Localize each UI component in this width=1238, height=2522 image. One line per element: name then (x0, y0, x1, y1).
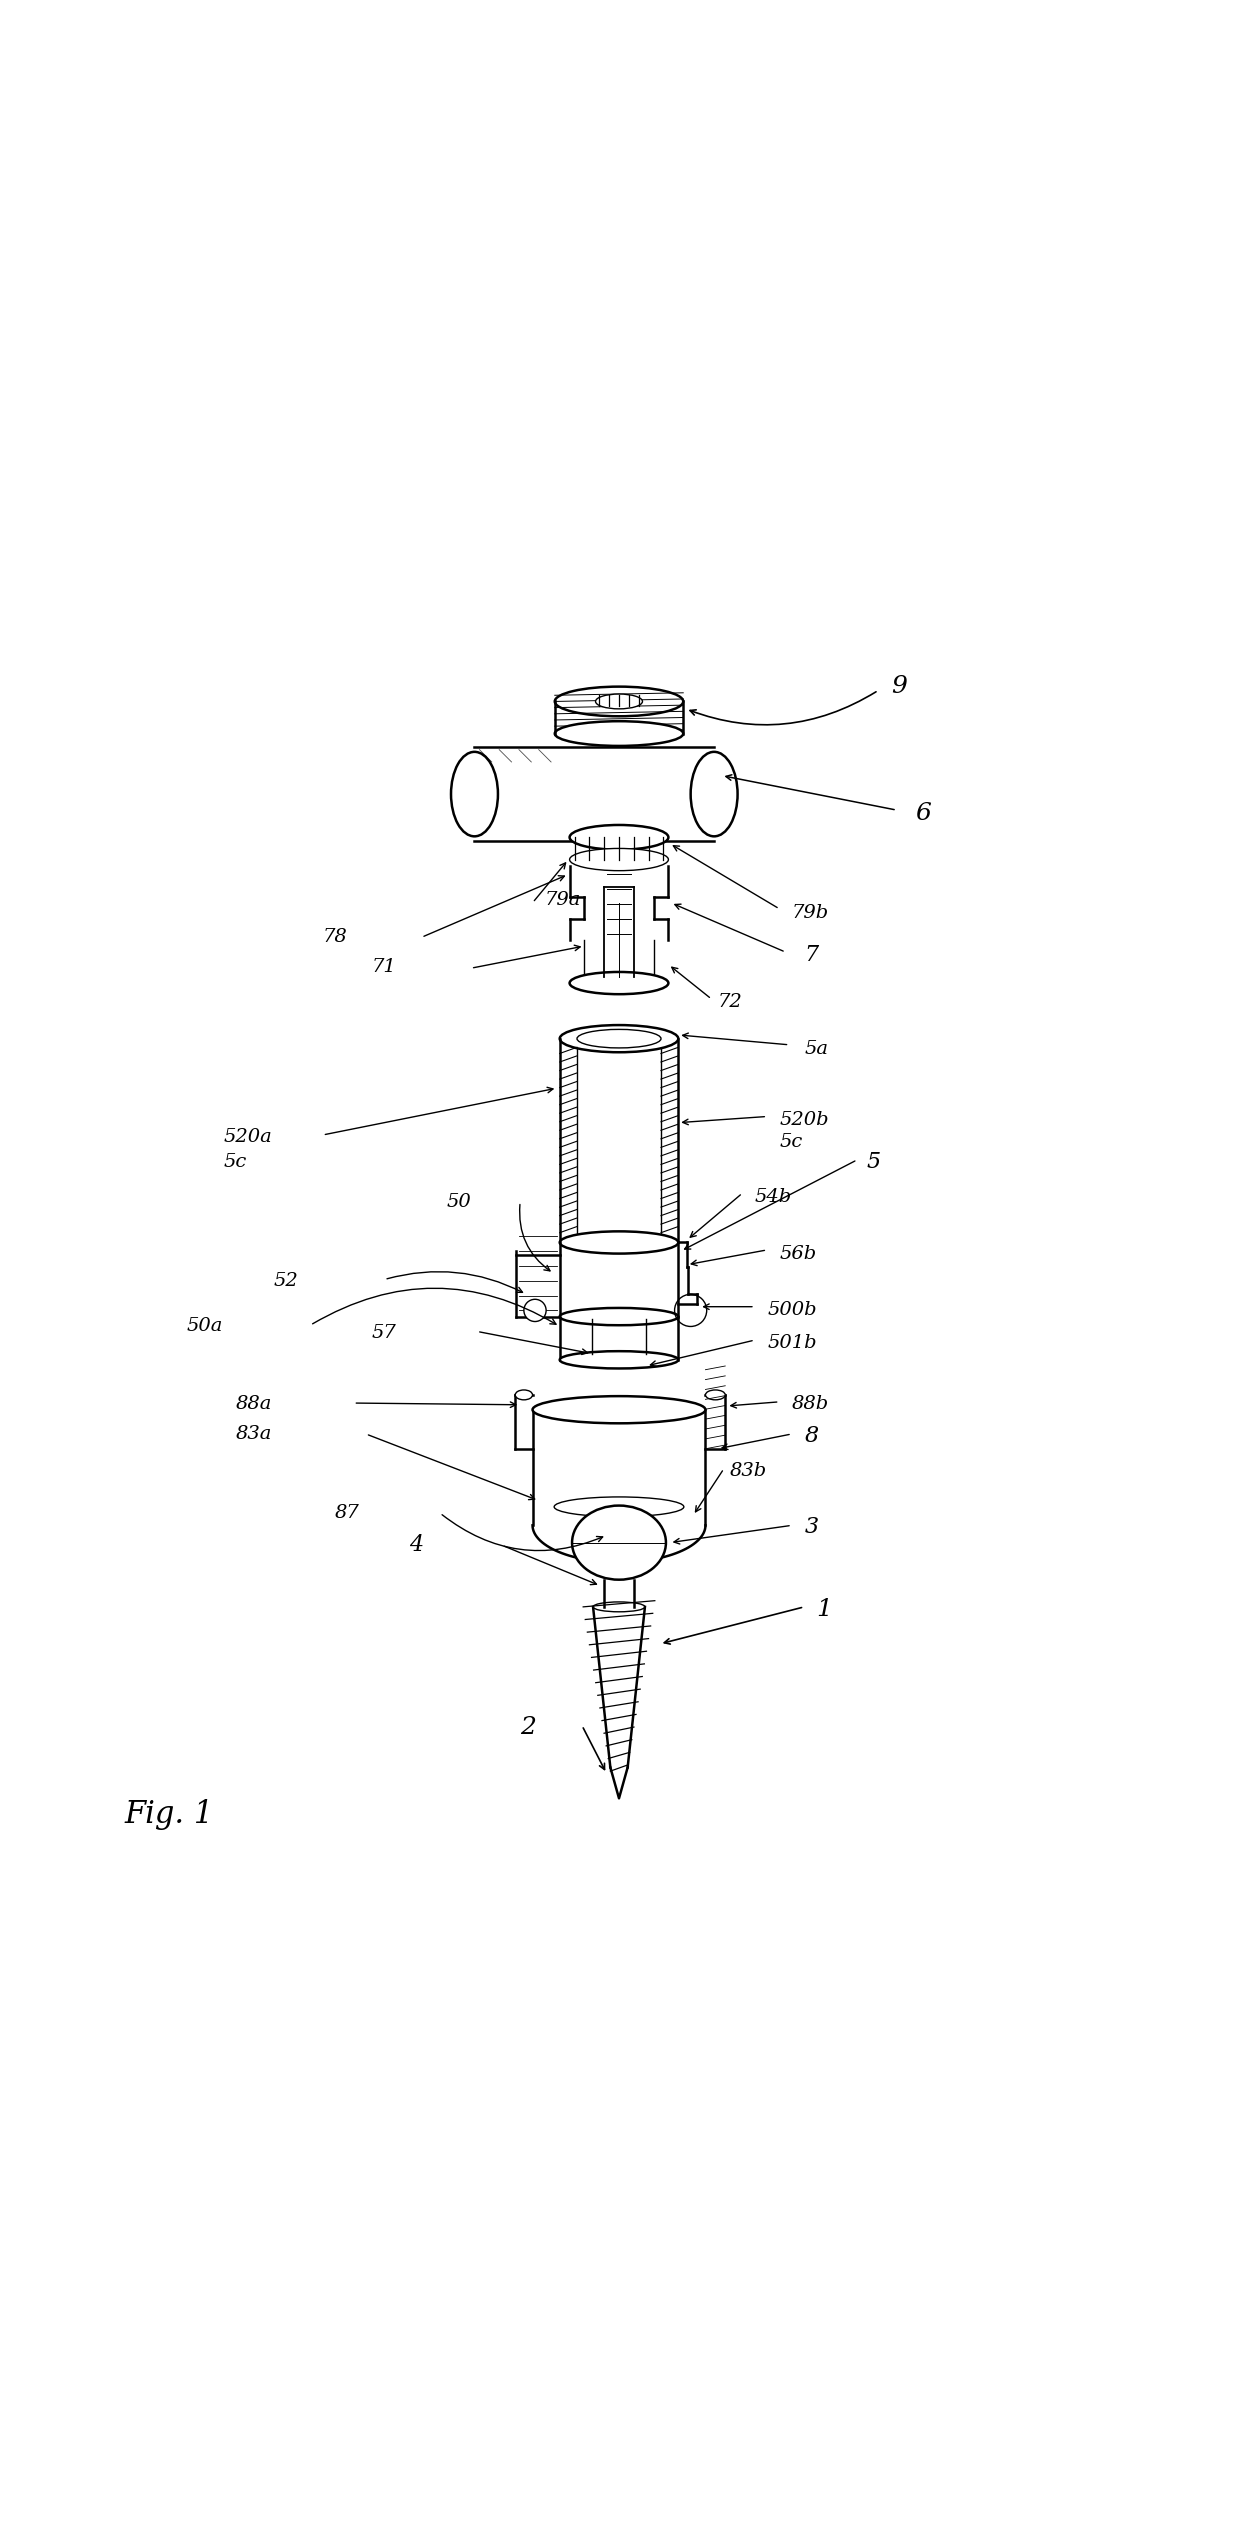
Ellipse shape (691, 752, 738, 837)
Text: 88b: 88b (792, 1395, 829, 1412)
Text: 71: 71 (371, 958, 396, 976)
Text: 87: 87 (335, 1503, 360, 1521)
Text: 5c: 5c (780, 1132, 802, 1153)
Text: 6: 6 (915, 802, 931, 825)
Text: 7: 7 (805, 943, 818, 966)
Text: 57: 57 (371, 1324, 396, 1342)
Text: 83a: 83a (236, 1425, 272, 1443)
Ellipse shape (706, 1390, 725, 1400)
Text: 2: 2 (520, 1717, 536, 1740)
Text: 5c: 5c (224, 1153, 246, 1170)
Text: 520a: 520a (224, 1127, 272, 1148)
Ellipse shape (560, 1309, 678, 1324)
Text: 56b: 56b (780, 1243, 817, 1264)
Ellipse shape (451, 752, 498, 837)
Text: 78: 78 (323, 928, 348, 946)
Ellipse shape (569, 847, 669, 870)
Ellipse shape (555, 721, 683, 747)
Text: 72: 72 (718, 994, 743, 1011)
Text: 54b: 54b (755, 1188, 792, 1206)
Ellipse shape (595, 694, 643, 709)
Ellipse shape (560, 1231, 678, 1253)
Ellipse shape (569, 825, 669, 850)
Text: 1: 1 (817, 1599, 832, 1622)
Text: 50: 50 (446, 1193, 470, 1211)
Text: 5: 5 (867, 1150, 880, 1173)
Text: 9: 9 (891, 676, 906, 699)
Text: 79b: 79b (792, 903, 829, 921)
Ellipse shape (569, 971, 669, 994)
Text: 520b: 520b (780, 1112, 829, 1130)
Text: 8: 8 (805, 1425, 818, 1448)
Text: 501b: 501b (768, 1334, 817, 1352)
Ellipse shape (560, 1352, 678, 1369)
Text: Fig. 1: Fig. 1 (125, 1798, 214, 1831)
Ellipse shape (515, 1390, 532, 1400)
Text: 3: 3 (805, 1516, 818, 1538)
Text: 79a: 79a (545, 890, 582, 910)
Text: 50a: 50a (187, 1316, 223, 1337)
Ellipse shape (560, 1024, 678, 1052)
Text: 500b: 500b (768, 1301, 817, 1319)
Ellipse shape (572, 1506, 666, 1579)
Text: 4: 4 (409, 1533, 423, 1556)
Ellipse shape (577, 1029, 661, 1049)
Ellipse shape (524, 1299, 546, 1322)
Ellipse shape (555, 686, 683, 716)
Ellipse shape (532, 1397, 706, 1422)
Text: 5a: 5a (805, 1039, 828, 1057)
Text: 83b: 83b (730, 1463, 768, 1480)
Text: 88a: 88a (236, 1395, 272, 1412)
Text: 52: 52 (274, 1271, 298, 1289)
